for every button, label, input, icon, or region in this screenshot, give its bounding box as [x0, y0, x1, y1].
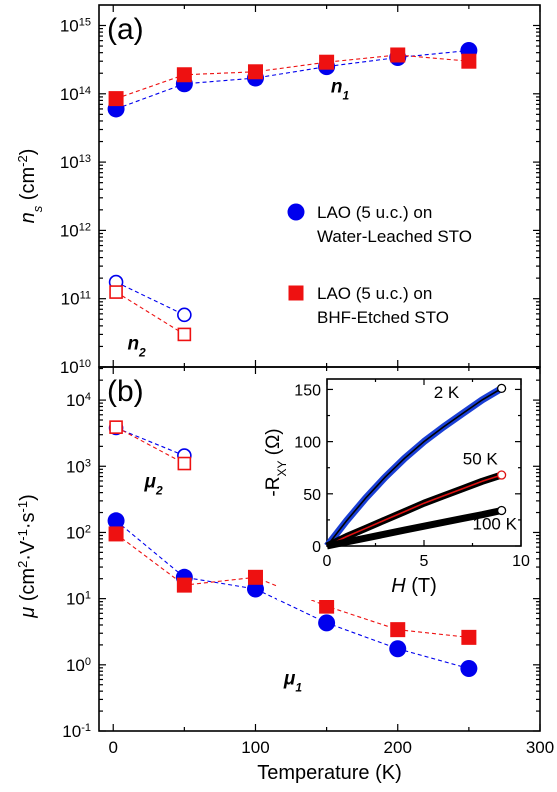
y-axis-label: ns (cm-2)	[15, 149, 45, 224]
inset-y-tick-label: 0	[312, 539, 321, 556]
legend-label: LAO (5 u.c.) on	[317, 203, 432, 222]
data-point	[177, 327, 192, 342]
data-point	[109, 285, 123, 299]
inset-endpoint-marker	[496, 470, 507, 480]
data-point	[176, 577, 192, 593]
data-point	[461, 53, 477, 69]
x-tick-label: 300	[526, 738, 554, 757]
y-tick-label: 1015	[60, 16, 91, 35]
inset-y-tick-label: 100	[294, 435, 321, 452]
series-line	[115, 520, 470, 670]
inset-x-axis-label: H (T)	[391, 575, 437, 597]
annotation-label: n1	[331, 76, 350, 102]
inset-series	[326, 505, 507, 550]
data-point	[390, 622, 406, 638]
plot-frame	[98, 366, 541, 732]
y-tick-label: 100	[66, 656, 91, 675]
inset-x-tick-label: 10	[512, 553, 530, 570]
y-tick-label: 1012	[60, 221, 91, 240]
series-n2-square	[109, 285, 192, 342]
data-point	[390, 47, 406, 63]
y-tick-label: 101	[66, 590, 91, 609]
annotation-label: n2	[127, 334, 146, 360]
legend-entry: LAO (5 u.c.) on BHF-Etched STO	[288, 284, 449, 327]
y-tick-label: 10-1	[62, 722, 91, 741]
data-point	[107, 512, 125, 530]
inset-fit-curve	[326, 474, 502, 547]
series-line	[115, 427, 185, 457]
inset-series	[325, 470, 507, 550]
data-point	[247, 569, 263, 585]
y-tick-label: 1011	[61, 290, 91, 309]
inset-background	[277, 371, 533, 600]
inset-fit-curve	[326, 509, 502, 547]
data-point	[109, 420, 123, 434]
y-axis-label: μ (cm2·V-1·s-1)	[15, 494, 40, 619]
series-line	[115, 533, 469, 638]
panel-label: (b)	[107, 375, 144, 408]
data-point	[461, 629, 477, 645]
x-tick-label: 100	[241, 738, 269, 757]
inset-x-tick-label: 0	[323, 553, 332, 570]
series-mu1-square	[108, 526, 477, 645]
panel-label: (a)	[107, 13, 144, 46]
panel-a: 1010 1011 1012 1013 1014 1015 (a) n1 n2 ns (cm-2)…	[15, 4, 541, 377]
data-point	[108, 91, 124, 107]
x-tick-label: 0	[108, 738, 117, 757]
series-line	[115, 281, 185, 316]
inset-series-label: 100 K	[473, 514, 518, 533]
inset-series-label: 50 K	[463, 450, 499, 469]
legend-entry: LAO (5 u.c.) on Water-Leached STO	[287, 203, 472, 246]
inset-endpoint-marker	[496, 383, 507, 394]
y-tick-label: 1013	[60, 153, 91, 172]
data-point	[177, 307, 192, 323]
data-point	[176, 67, 192, 83]
data-point	[318, 614, 336, 632]
legend-label: Water-Leached STO	[317, 227, 472, 246]
annotation-label: μ2	[144, 471, 163, 497]
series-mu2-square	[109, 420, 192, 471]
series-n1-square	[108, 47, 477, 107]
series-n1-circle	[107, 42, 478, 118]
inset-endpoint-marker	[496, 505, 507, 516]
inset-y-axis-label: -RXY (Ω)	[263, 428, 289, 496]
legend-circle-icon	[287, 203, 305, 221]
data-point	[389, 640, 407, 658]
legend-label: LAO (5 u.c.) on	[317, 284, 432, 303]
inset-series-label: 2 K	[434, 383, 460, 402]
inset-fit-curve	[326, 387, 503, 547]
data-point	[247, 64, 263, 80]
legend-square-icon	[288, 285, 304, 301]
legend-label: BHF-Etched STO	[317, 308, 449, 327]
data-point	[319, 598, 335, 614]
y-tick-label: 1010	[60, 358, 91, 377]
inset-series	[324, 383, 507, 549]
y-tick-label: 104	[66, 391, 91, 410]
inset-y-tick-label: 150	[294, 382, 321, 399]
x-axis-label: Temperature (K)	[257, 762, 402, 784]
data-point	[108, 526, 124, 542]
y-tick-label: 102	[66, 523, 91, 542]
inset-x-tick-label: 5	[420, 553, 429, 570]
data-point	[319, 54, 335, 70]
series-line	[115, 426, 185, 465]
y-tick-label: 1014	[60, 85, 91, 104]
y-tick-label: 103	[66, 457, 91, 476]
annotation-label: μ1	[283, 669, 302, 695]
series-line	[115, 54, 469, 100]
series-line	[115, 291, 185, 335]
data-point	[177, 456, 192, 471]
inset-y-tick-label: 50	[303, 487, 321, 504]
data-point	[460, 659, 478, 677]
x-tick-label: 200	[384, 738, 412, 757]
